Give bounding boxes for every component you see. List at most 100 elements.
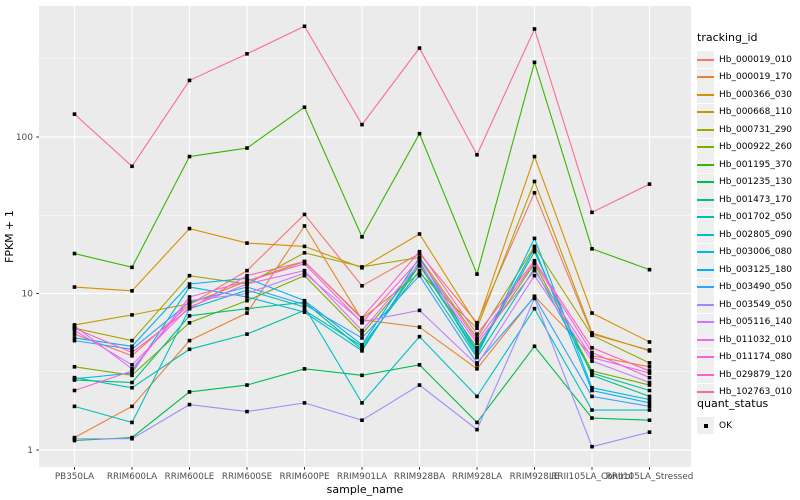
data-point	[302, 305, 307, 309]
data-point	[590, 333, 594, 338]
data-point	[417, 259, 422, 264]
data-point	[590, 373, 594, 378]
data-point	[590, 359, 594, 363]
legend-item-Hb_000731_290: Hb_000731_290	[697, 121, 800, 139]
data-point	[417, 46, 422, 50]
black-square-point-icon	[703, 423, 708, 428]
data-point	[647, 369, 652, 373]
data-point	[475, 326, 479, 331]
data-point	[475, 332, 479, 336]
data-point	[647, 361, 652, 365]
x-tick-label: RRIM600LE	[165, 472, 215, 482]
legend-item-label: Hb_003006_080	[719, 247, 793, 258]
legend-item-label: Hb_005116_140	[719, 317, 793, 328]
data-point	[417, 232, 422, 236]
data-point	[475, 320, 479, 325]
data-point	[187, 320, 192, 325]
legend-item-label: Hb_002805_090	[719, 229, 793, 240]
data-point	[590, 350, 594, 355]
data-point	[590, 331, 594, 335]
data-point	[590, 388, 594, 393]
data-point	[130, 373, 134, 378]
legend-key-swatch	[697, 348, 714, 366]
legend-key-line-icon	[697, 146, 714, 149]
data-point	[417, 308, 422, 313]
legend-key-line-icon	[697, 391, 714, 394]
x-tick-label: RRII105LA_Stressed	[606, 472, 694, 482]
data-point	[245, 241, 249, 245]
legend-key-swatch	[697, 103, 714, 121]
data-point	[532, 306, 537, 311]
data-point	[72, 336, 77, 340]
data-point	[590, 385, 594, 390]
data-point	[647, 397, 652, 402]
data-point	[72, 326, 77, 331]
legend-item-label: Hb_003125_180	[719, 264, 793, 275]
data-point	[187, 285, 192, 289]
data-point	[72, 251, 77, 256]
data-point	[590, 247, 594, 251]
data-point	[475, 361, 479, 365]
data-point	[475, 341, 479, 346]
legend-key-swatch	[697, 278, 714, 296]
data-point	[245, 282, 249, 286]
legend-key-swatch	[697, 191, 714, 209]
data-point	[417, 334, 422, 339]
legend-key-swatch	[697, 383, 714, 401]
data-point	[475, 349, 479, 353]
y-tick-label: 100	[16, 133, 33, 143]
data-point	[647, 365, 652, 369]
legend-key-swatch	[697, 208, 714, 226]
data-point	[417, 268, 422, 273]
data-point	[417, 273, 422, 278]
data-point	[245, 146, 249, 150]
legend-item-Hb_003125_180: Hb_003125_180	[697, 261, 800, 279]
data-point	[360, 336, 364, 340]
data-point	[360, 315, 364, 320]
legend-key-line-icon	[697, 93, 714, 96]
legend-key-swatch	[697, 226, 714, 244]
legend-tracking-id-items: Hb_000019_010 Hb_000019_170 Hb_000366_030 H…	[697, 51, 800, 401]
legend-key-swatch	[697, 121, 714, 139]
data-point	[245, 291, 249, 296]
data-point	[130, 353, 134, 358]
data-point	[72, 404, 77, 409]
data-point	[360, 373, 364, 378]
data-point	[187, 314, 192, 318]
legend-item-label: Hb_011032_010	[719, 334, 793, 345]
data-point	[590, 408, 594, 412]
legend-item-Hb_002805_090: Hb_002805_090	[697, 226, 800, 244]
data-point	[130, 436, 134, 441]
legend-key-swatch	[697, 86, 714, 104]
legend-item-Hb_001235_130: Hb_001235_130	[697, 173, 800, 192]
legend-key-line-icon	[697, 356, 714, 359]
legend-item-Hb_000668_110: Hb_000668_110	[697, 103, 800, 122]
legend-item-Hb_011032_010: Hb_011032_010	[697, 331, 800, 349]
data-point	[130, 367, 134, 371]
legend-key-line-icon	[697, 338, 714, 341]
data-point	[72, 388, 77, 393]
data-point	[245, 295, 249, 299]
legend-item-label: Hb_102763_010	[719, 387, 793, 398]
data-point	[245, 306, 249, 311]
legend-key-line-icon	[697, 321, 714, 324]
data-point	[130, 350, 134, 355]
data-point	[417, 249, 422, 254]
data-point	[647, 349, 652, 353]
legend-key-line-icon	[697, 268, 714, 271]
data-point	[72, 332, 77, 336]
data-point	[187, 338, 192, 343]
data-point	[417, 255, 422, 260]
legend-item-label: Hb_000019_010	[719, 54, 793, 65]
x-tick-label: RRII105LA_Control	[551, 472, 633, 482]
data-point	[72, 436, 77, 441]
data-point	[130, 313, 134, 317]
data-point	[590, 369, 594, 373]
data-point	[590, 345, 594, 350]
legend-key-swatch	[697, 366, 714, 384]
y-axis-title: FPKM + 1	[3, 210, 16, 263]
legend-key-line-icon	[697, 286, 714, 289]
data-point	[532, 273, 537, 278]
data-point	[360, 122, 364, 127]
